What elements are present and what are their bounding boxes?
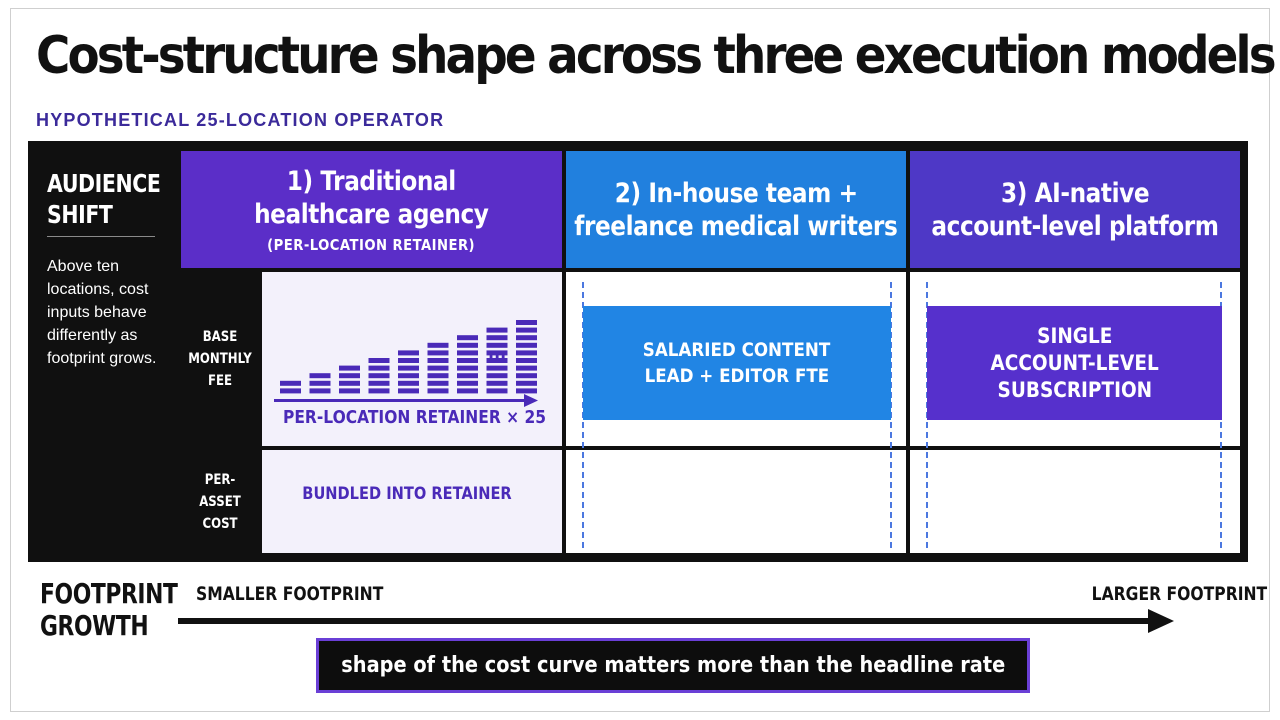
subscription-line-1: SINGLE xyxy=(1036,323,1113,348)
salaried-content-block: SALARIED CONTENT LEAD + EDITOR FTE xyxy=(583,306,891,420)
inhouse-boundary-right xyxy=(890,282,892,548)
row-label-asset-text: PER-ASSET COST xyxy=(199,471,241,532)
retainer-bar-9 xyxy=(516,320,537,394)
cell-agency-asset xyxy=(262,450,562,553)
page-subtitle: HYPOTHETICAL 25-LOCATION OPERATOR xyxy=(36,110,445,130)
retainer-bar-2 xyxy=(309,373,331,394)
column-title-1-line-2: healthcare agency xyxy=(254,198,489,230)
row-label-base-text: BASE MONTHLY FEE xyxy=(188,329,252,389)
cell-platform-asset xyxy=(910,450,1240,553)
column-title-3-line-1: 3) AI-native xyxy=(1000,177,1150,209)
retainer-bar-3 xyxy=(339,365,360,394)
row-label-base-monthly-fee: BASE MONTHLY FEE xyxy=(181,272,259,446)
subscription-line-2: ACCOUNT-LEVEL xyxy=(990,350,1159,375)
per-location-retainer-bars: ... xyxy=(274,320,538,407)
subscription-line-3: SUBSCRIPTION xyxy=(997,377,1152,402)
column-header-in-house-team: 2) In-house team + freelance medical wri… xyxy=(566,151,906,268)
column-title-1-line-1: 1) Traditional xyxy=(286,165,456,197)
bundled-into-retainer-label: BUNDLED INTO RETAINER xyxy=(302,484,512,504)
bars-ellipsis: ... xyxy=(488,343,506,362)
column-header-ai-native-platform: 3) AI-native account-level platform xyxy=(910,151,1240,268)
retainer-bar-7 xyxy=(457,335,478,394)
audience-shift-text: Above ten locations, cost inputs behave … xyxy=(47,258,157,367)
audience-shift-title: AUDIENCE SHIFT xyxy=(47,169,161,229)
retainer-bar-8 xyxy=(486,327,508,394)
callout-text: shape of the cost curve matters more tha… xyxy=(341,653,1005,678)
larger-footprint-label: LARGER FOOTPRINT xyxy=(1091,583,1268,605)
footprint-arrow-icon xyxy=(178,609,1174,633)
bars-arrowhead-icon xyxy=(524,394,538,407)
account-subscription-block: SINGLE ACCOUNT-LEVEL SUBSCRIPTION xyxy=(927,306,1222,420)
cell-inhouse-asset xyxy=(566,450,906,553)
bars-baseline xyxy=(274,399,526,402)
slide-frame xyxy=(10,8,1270,712)
retainer-bar-1 xyxy=(280,380,301,394)
column-header-traditional-agency: 1) Traditional healthcare agency (PER-LO… xyxy=(181,151,562,268)
row-label-per-asset-cost: PER-ASSET COST xyxy=(181,450,259,553)
retainer-multiplier-label: PER-LOCATION RETAINER × 25 xyxy=(283,407,547,428)
sidebar-divider xyxy=(47,236,155,237)
column-subtitle-1: (PER-LOCATION RETAINER) xyxy=(267,235,476,254)
page-title: Cost-structure shape across three execut… xyxy=(36,26,1277,86)
smaller-footprint-label: SMALLER FOOTPRINT xyxy=(196,583,384,605)
retainer-bar-4 xyxy=(368,358,390,394)
cost-curve-callout: shape of the cost curve matters more tha… xyxy=(316,638,1030,693)
column-title-3-line-2: account-level platform xyxy=(931,210,1219,242)
retainer-bar-5 xyxy=(398,350,419,394)
column-title-2-line-2: freelance medical writers xyxy=(574,210,898,242)
column-title-2-line-1: 2) In-house team + xyxy=(614,177,858,209)
salaried-content-line-1: SALARIED CONTENT xyxy=(643,339,831,361)
retainer-bar-6 xyxy=(427,342,449,394)
footprint-growth-title: FOOTPRINT GROWTH xyxy=(40,577,178,642)
salaried-content-line-2: LEAD + EDITOR FTE xyxy=(644,365,830,387)
